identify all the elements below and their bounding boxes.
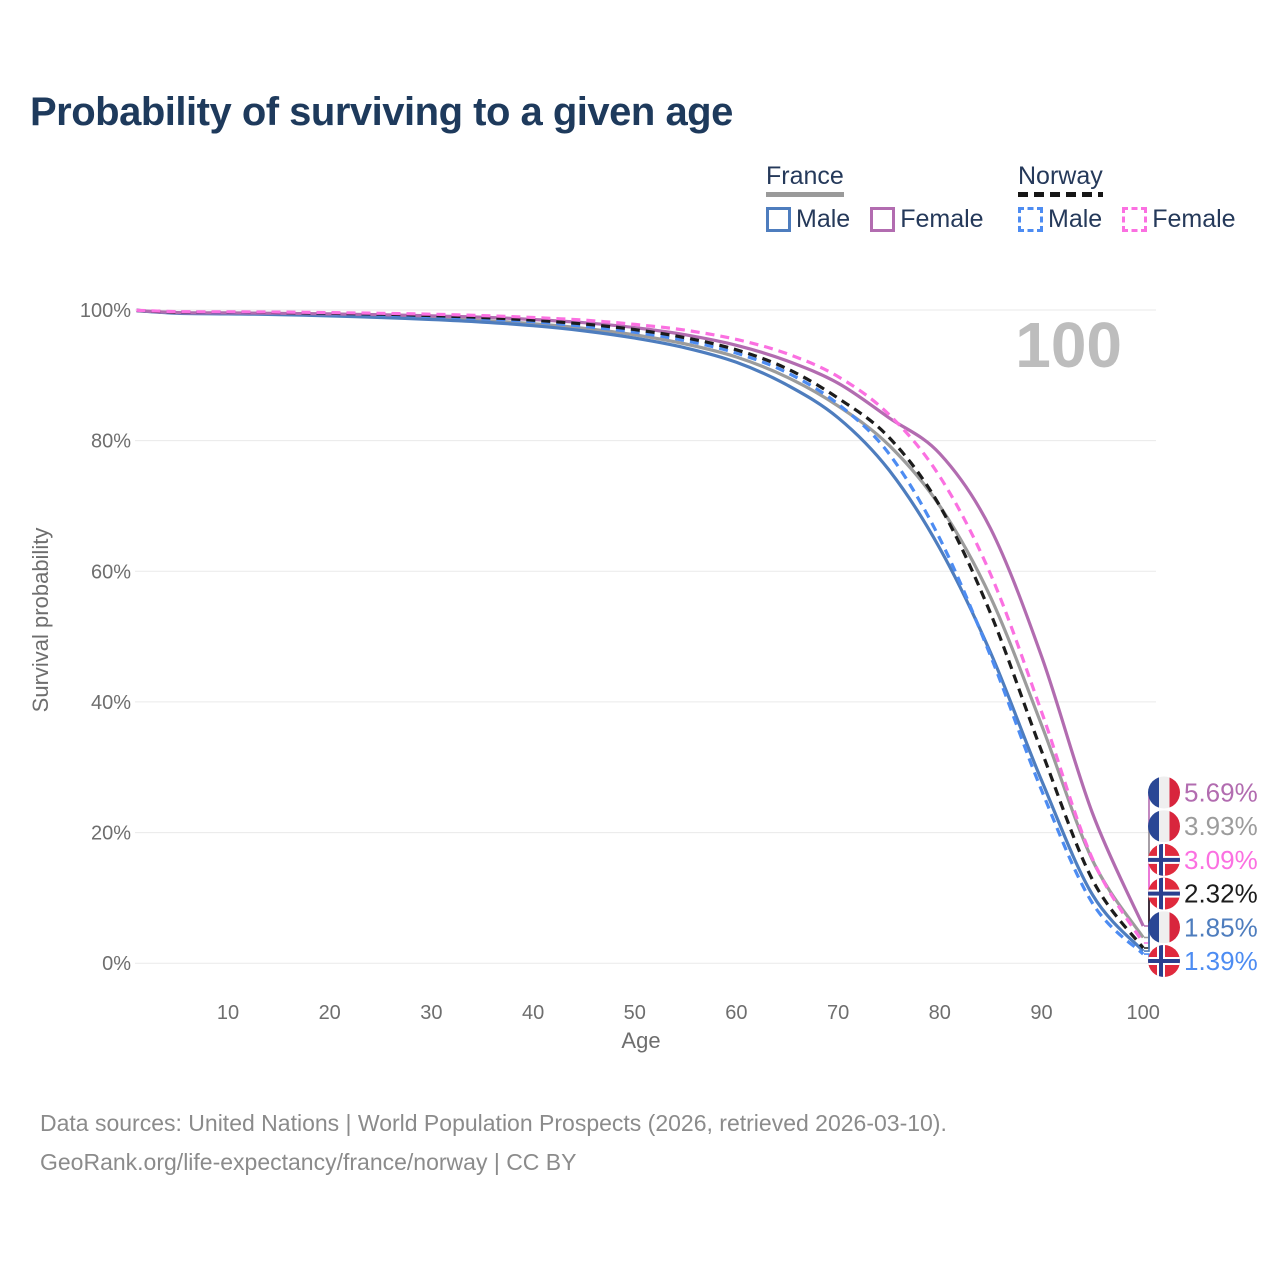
legend-item-label: Male: [1048, 205, 1103, 233]
x-tick-label: 90: [1030, 1002, 1052, 1024]
legend-group-title-norway: Norway: [1018, 162, 1103, 190]
legend-item-label: Female: [1152, 205, 1236, 233]
checkbox-icon[interactable]: [870, 207, 896, 232]
series-line-norway-both: [136, 308, 1145, 949]
norway-flag-icon: [1148, 945, 1180, 977]
end-label-value: 3.93%: [1184, 811, 1258, 841]
norway-flag-icon: [1148, 877, 1180, 910]
norway-total-line-sample: [1018, 192, 1103, 197]
series-line-france-both: [136, 309, 1145, 939]
x-tick-label: 100: [1127, 1002, 1160, 1024]
legend-item-france-male[interactable]: Male: [766, 205, 850, 234]
x-tick-label: 50: [624, 1002, 646, 1024]
norway-flag-icon: [1148, 843, 1180, 876]
y-tick-label: 60%: [91, 561, 131, 583]
age-counter-watermark: 100: [1015, 309, 1122, 381]
x-axis-title: Age: [621, 1028, 660, 1053]
x-tick-label: 10: [217, 1002, 239, 1024]
france-flag-icon: [1148, 911, 1180, 944]
y-axis-title: Survival probability: [28, 528, 53, 713]
x-tick-label: 70: [827, 1002, 849, 1024]
gridlines: [135, 309, 1156, 964]
checkbox-icon[interactable]: [1122, 207, 1148, 232]
legend-item-norway-male[interactable]: Male: [1018, 205, 1102, 234]
source-attribution: Data sources: United Nations | World Pop…: [40, 1104, 947, 1182]
france-flag-icon: [1148, 810, 1180, 843]
series-lines: [136, 308, 1145, 956]
y-tick-label: 80%: [91, 431, 131, 453]
y-tick-label: 0%: [102, 953, 131, 975]
checkbox-icon[interactable]: [766, 207, 791, 232]
x-axis-tick-labels: 10 20 30 40 50 60 70 80 90 100: [217, 1002, 1160, 1024]
x-tick-label: 80: [929, 1002, 951, 1024]
legend-group-france: France Male Female: [766, 162, 1004, 234]
legend-item-france-female[interactable]: Female: [870, 205, 984, 234]
end-labels: 5.69%3.93% 3.09% 2.32%1.85% 1.39%: [1148, 776, 1258, 977]
series-line-france-female: [136, 308, 1145, 927]
checkbox-icon[interactable]: [1018, 207, 1043, 232]
series-line-norway-male: [136, 308, 1145, 956]
x-tick-label: 30: [420, 1002, 442, 1024]
y-axis-tick-labels: 0% 20% 40% 60% 80% 100%: [80, 300, 131, 975]
france-flag-icon: [1148, 776, 1180, 809]
y-tick-label: 40%: [91, 692, 131, 714]
end-label-value: 2.32%: [1184, 879, 1258, 909]
y-tick-label: 20%: [91, 823, 131, 845]
license-line: GeoRank.org/life-expectancy/france/norwa…: [40, 1149, 577, 1175]
legend-group-title-france: France: [766, 162, 844, 190]
legend-item-label: Male: [796, 205, 851, 233]
y-tick-label: 100%: [80, 300, 131, 322]
series-line-norway-female: [136, 308, 1145, 944]
end-label-value: 1.39%: [1184, 946, 1258, 976]
x-tick-label: 60: [725, 1002, 747, 1024]
end-label-value: 5.69%: [1184, 778, 1258, 808]
data-sources-line: Data sources: United Nations | World Pop…: [40, 1110, 947, 1136]
end-label-value: 1.85%: [1184, 912, 1258, 942]
legend-item-label: Female: [900, 205, 984, 233]
x-tick-label: 20: [319, 1002, 341, 1024]
end-label-value: 3.09%: [1184, 845, 1258, 875]
x-tick-label: 40: [522, 1002, 544, 1024]
series-line-france-male: [136, 309, 1145, 953]
france-total-line-sample: [766, 192, 844, 197]
legend-group-norway: Norway Male Female: [1018, 162, 1256, 234]
page-title: Probability of surviving to a given age: [30, 90, 733, 134]
legend-item-norway-female[interactable]: Female: [1122, 205, 1236, 234]
